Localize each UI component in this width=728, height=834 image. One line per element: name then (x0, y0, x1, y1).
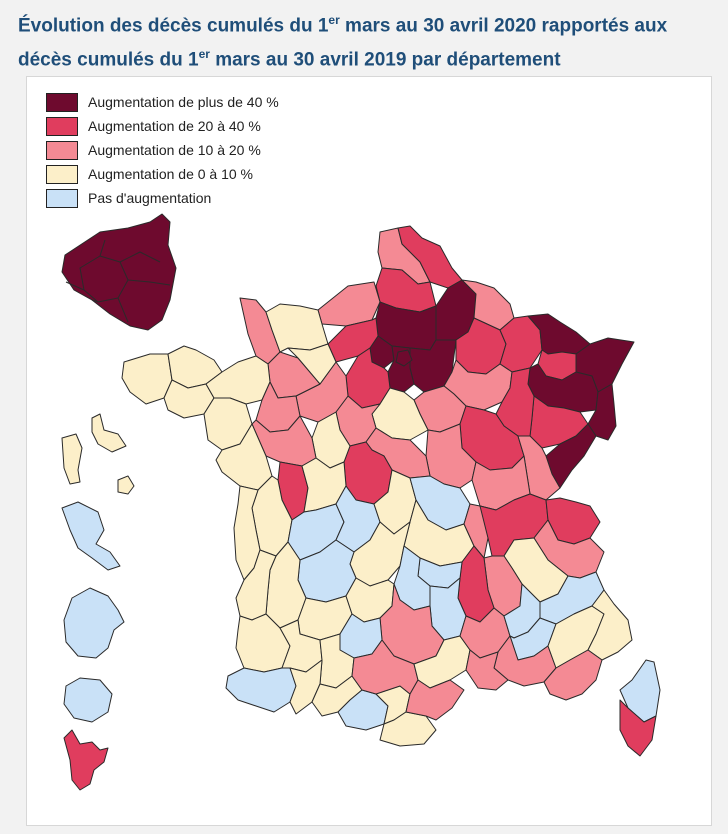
legend-swatch-20 (46, 116, 78, 136)
title-line1-b: mars au 30 avril 2020 rapportés aux (339, 15, 668, 37)
department[interactable] (91, 413, 127, 453)
department[interactable] (61, 501, 121, 571)
title-line2-b: mars au 30 avril 2019 par département (209, 49, 561, 71)
department[interactable] (235, 549, 277, 621)
department[interactable] (61, 433, 83, 485)
department[interactable] (587, 383, 617, 441)
title-line1-a: Évolution des décès cumulés du 1 (18, 15, 329, 37)
department[interactable] (225, 667, 297, 713)
legend-label-10: Augmentation de 10 à 20 % (88, 142, 261, 158)
department[interactable] (317, 281, 381, 327)
legend-label-20: Augmentation de 20 à 40 % (88, 118, 261, 134)
department[interactable] (63, 587, 125, 659)
legend-item-0[interactable]: Augmentation de 0 à 10 % (46, 162, 279, 186)
department[interactable] (61, 213, 177, 331)
department[interactable] (405, 679, 465, 721)
legend-item-neg[interactable]: Pas d'augmentation (46, 186, 279, 210)
department[interactable] (543, 649, 603, 701)
title-line1-sup: er (328, 13, 340, 27)
department[interactable] (63, 677, 113, 723)
department[interactable] (619, 699, 657, 757)
legend-swatch-40 (46, 92, 78, 112)
idf-inset (61, 213, 177, 331)
legend-swatch-0 (46, 164, 78, 184)
map-title: Évolution des décès cumulés du 1er mars … (18, 6, 718, 75)
title-line2-sup: er (198, 47, 210, 62)
title-line2-a: décès cumulés du 1 (18, 49, 199, 71)
legend-label-40: Augmentation de plus de 40 % (88, 94, 279, 110)
legend-swatch-neg (46, 188, 78, 208)
legend-label-neg: Pas d'augmentation (88, 190, 212, 206)
department[interactable] (63, 729, 109, 791)
legend-item-20[interactable]: Augmentation de 20 à 40 % (46, 114, 279, 138)
legend-item-10[interactable]: Augmentation de 10 à 20 % (46, 138, 279, 162)
department[interactable] (587, 589, 633, 661)
legend-swatch-10 (46, 140, 78, 160)
department[interactable] (117, 475, 135, 495)
department[interactable] (287, 343, 337, 385)
legend-label-0: Augmentation de 0 à 10 % (88, 166, 254, 182)
department[interactable] (395, 349, 413, 367)
legend-item-40[interactable]: Augmentation de plus de 40 % (46, 90, 279, 114)
department[interactable] (379, 711, 437, 747)
map-legend: Augmentation de plus de 40 % Augmentatio… (46, 90, 279, 210)
department[interactable] (465, 649, 509, 691)
